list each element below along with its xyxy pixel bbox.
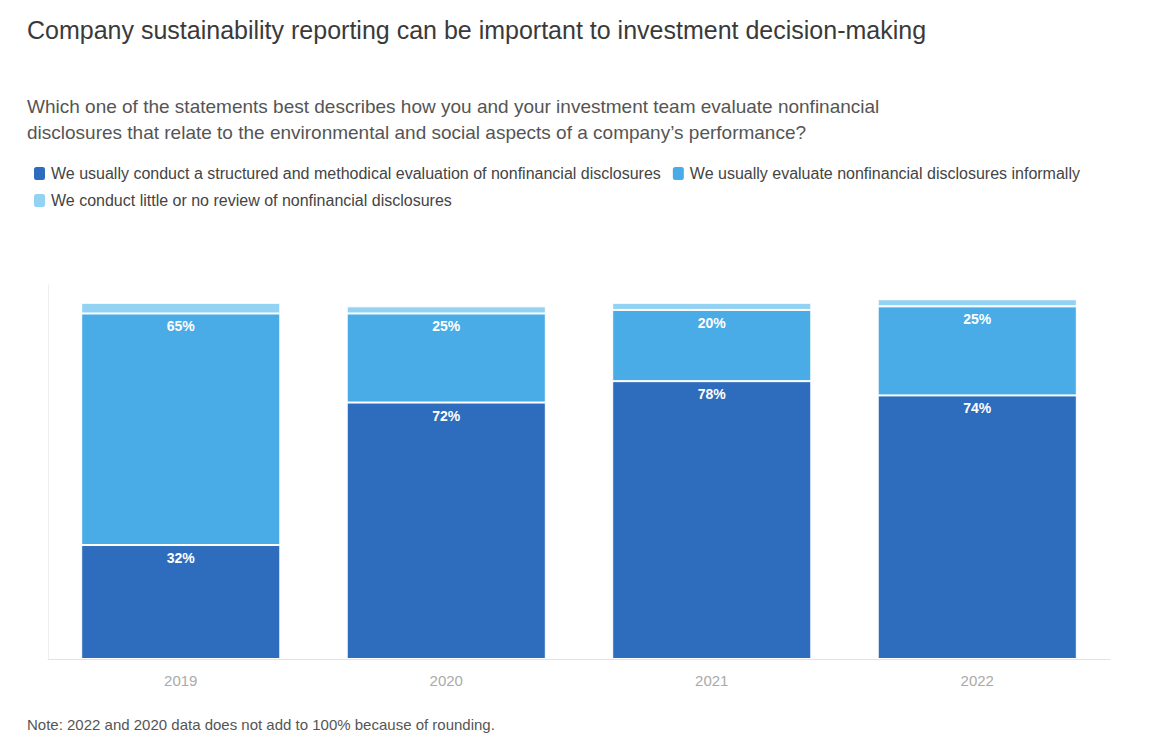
svg-text:2021: 2021: [695, 672, 728, 689]
svg-text:2022: 2022: [961, 672, 994, 689]
svg-text:65%: 65%: [167, 318, 196, 334]
svg-text:72%: 72%: [432, 408, 461, 424]
svg-text:25%: 25%: [963, 311, 992, 327]
svg-text:32%: 32%: [167, 550, 196, 566]
svg-text:Note: 2022 and 2020 data does: Note: 2022 and 2020 data does not add to…: [27, 716, 495, 733]
svg-text:We conduct little or no review: We conduct little or no review of nonfin…: [51, 192, 452, 209]
svg-text:Company sustainability reporti: Company sustainability reporting can be …: [27, 16, 926, 44]
svg-text:74%: 74%: [963, 400, 992, 416]
svg-text:2019: 2019: [164, 672, 197, 689]
svg-text:disclosures that relate to the: disclosures that relate to the environme…: [27, 122, 806, 143]
svg-text:2020: 2020: [430, 672, 463, 689]
svg-text:Which one of the statements be: Which one of the statements best describ…: [27, 96, 885, 117]
svg-text:25%: 25%: [432, 318, 461, 334]
svg-text:We usually conduct a structure: We usually conduct a structured and meth…: [51, 165, 661, 182]
svg-text:We usually evaluate nonfinanci: We usually evaluate nonfinancial disclos…: [690, 165, 1080, 182]
svg-text:78%: 78%: [698, 386, 727, 402]
svg-text:20%: 20%: [698, 315, 727, 331]
